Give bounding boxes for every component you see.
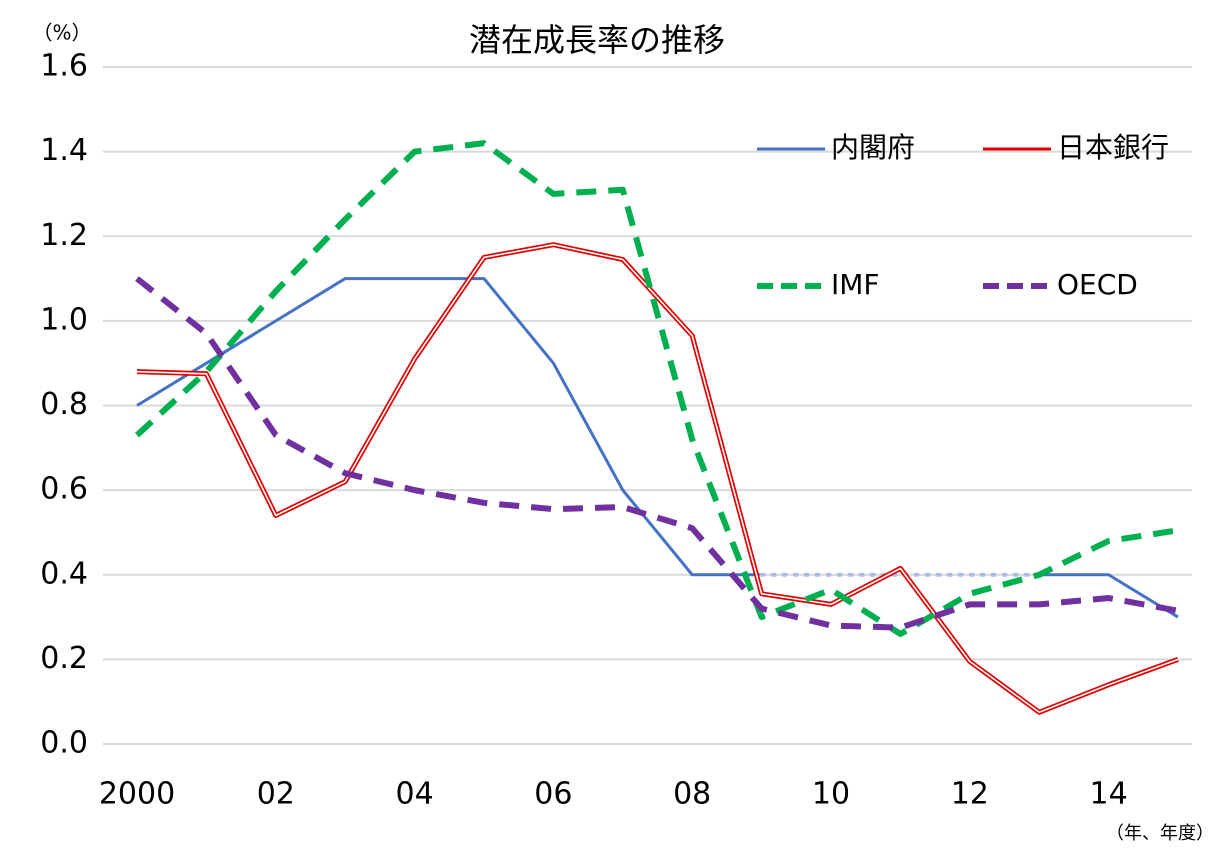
- x-tick-label: 14: [1090, 777, 1128, 812]
- x-axis-unit: （年、年度）: [1106, 823, 1214, 844]
- legend-label: IMF: [831, 268, 880, 301]
- legend-label: OECD: [1057, 268, 1138, 301]
- line: [135, 276, 1179, 631]
- x-tick-label: 02: [257, 777, 295, 812]
- x-tick-label: 04: [396, 777, 434, 812]
- y-tick-label: 1.2: [40, 218, 88, 253]
- y-tick-label: 0.6: [40, 472, 88, 507]
- y-tick-label: 1.6: [40, 49, 88, 84]
- y-tick-label: 0.0: [40, 726, 88, 761]
- legend-label: 内閣府: [831, 131, 915, 164]
- y-tick-label: 0.8: [40, 387, 88, 422]
- x-tick-label: 08: [673, 777, 711, 812]
- y-axis-unit: （%）: [32, 21, 91, 45]
- x-tick-label: 2000: [99, 777, 175, 812]
- y-tick-label: 1.4: [40, 133, 88, 168]
- x-tick-label: 10: [812, 777, 850, 812]
- line-inner: [136, 243, 1179, 714]
- line: [134, 140, 1179, 637]
- y-tick-label: 1.0: [40, 302, 88, 337]
- line: [136, 277, 762, 577]
- y-tick-label: 0.2: [40, 641, 88, 676]
- chart-title: 潜在成長率の推移: [469, 21, 725, 59]
- legend-label: 日本銀行: [1057, 131, 1169, 164]
- x-tick-label: 12: [951, 777, 989, 812]
- line: [1039, 573, 1179, 619]
- x-tick-label: 06: [534, 777, 572, 812]
- y-tick-label: 0.4: [40, 556, 88, 591]
